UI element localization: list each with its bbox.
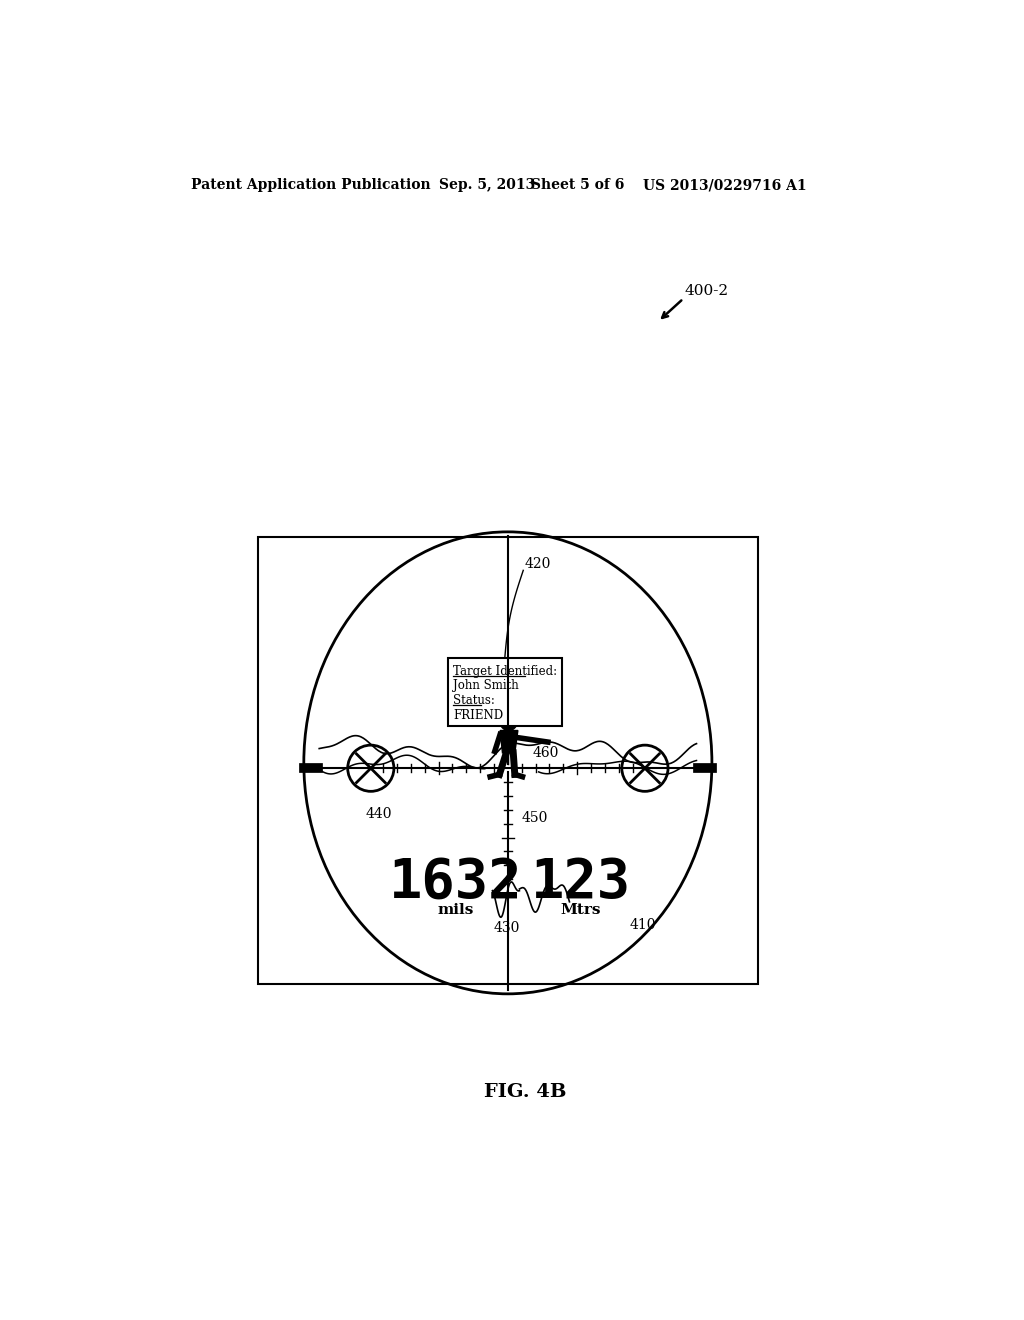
Text: 440: 440 <box>366 808 392 821</box>
Circle shape <box>500 714 517 730</box>
Text: Target Identified:: Target Identified: <box>454 665 557 677</box>
Bar <box>447 659 562 726</box>
PathPatch shape <box>500 730 518 752</box>
Text: 123: 123 <box>531 855 631 908</box>
Text: 1632: 1632 <box>389 855 522 908</box>
Text: 400-2: 400-2 <box>685 284 729 298</box>
Text: Mtrs: Mtrs <box>561 903 601 917</box>
PathPatch shape <box>504 711 513 715</box>
Text: 430: 430 <box>494 921 520 936</box>
Text: Sheet 5 of 6: Sheet 5 of 6 <box>531 178 625 193</box>
Text: Status:: Status: <box>454 694 495 708</box>
Text: mils: mils <box>437 903 474 917</box>
Text: 410: 410 <box>630 919 656 932</box>
Text: 460: 460 <box>532 746 559 760</box>
Text: Sep. 5, 2013: Sep. 5, 2013 <box>438 178 535 193</box>
Bar <box>258 537 758 983</box>
Text: FRIEND: FRIEND <box>454 709 504 722</box>
Text: 450: 450 <box>521 812 548 825</box>
Text: 420: 420 <box>524 557 551 572</box>
Text: US 2013/0229716 A1: US 2013/0229716 A1 <box>643 178 806 193</box>
Text: John Smith: John Smith <box>454 680 519 693</box>
Text: Patent Application Publication: Patent Application Publication <box>190 178 430 193</box>
Text: FIG. 4B: FIG. 4B <box>483 1082 566 1101</box>
